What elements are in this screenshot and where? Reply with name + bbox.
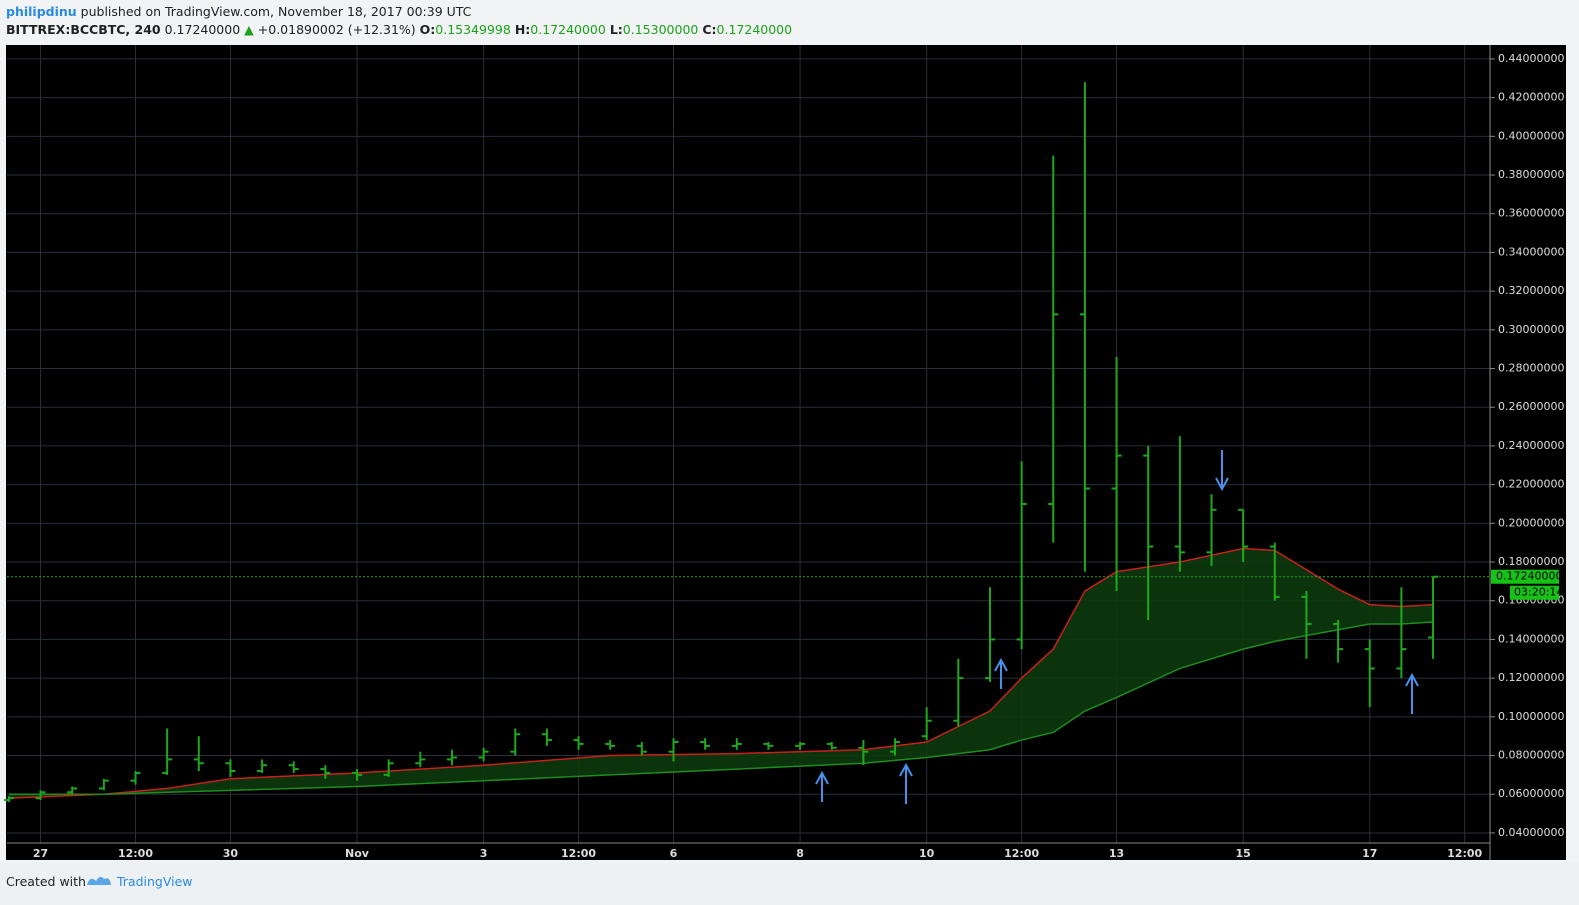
chart-bg: [6, 45, 1566, 860]
y-tick-label: 0.30000000: [1498, 323, 1564, 336]
y-tick-label: 0.42000000: [1498, 91, 1564, 104]
x-tick-label: 27: [33, 847, 48, 860]
x-tick-label: 17: [1362, 847, 1377, 860]
o: 0.15349998: [435, 22, 511, 37]
y-tick-label: 0.22000000: [1498, 478, 1564, 491]
x-tick-label: 3: [480, 847, 488, 860]
y-tick-label: 0.06000000: [1498, 787, 1564, 800]
chart: 0.04000000 0.06000000 0.08000000 0.10000000…: [3, 45, 1566, 860]
x-tick-label: 10: [919, 847, 935, 860]
l: 0.15300000: [622, 22, 699, 37]
x-tick-label: Nov: [345, 847, 370, 860]
x-tick-label: 15: [1235, 847, 1250, 860]
x-tick-label: 12:00: [561, 847, 596, 860]
cloud-fill: [8, 548, 1434, 799]
last-price-label: 0.17240000: [1496, 570, 1562, 583]
y-tick-label: 0.44000000: [1498, 52, 1564, 65]
x-tick-label: 12:00: [1447, 847, 1482, 860]
y-tick-label: 0.32000000: [1498, 284, 1564, 297]
created: Created with: [6, 874, 86, 889]
y-tick-label: 0.34000000: [1498, 245, 1564, 258]
x-tick-label: 30: [223, 847, 239, 860]
countdown-box: [1510, 585, 1559, 600]
published: published on TradingView.com, November 1…: [80, 4, 472, 19]
quote-line: BITTREX:BCCBTC, 240 0.17240000 ▲ +0.0189…: [6, 22, 793, 37]
x-tick-label: 12:00: [118, 847, 153, 860]
last-price-box: [1491, 569, 1559, 584]
footer: Created with TradingView: [0, 862, 1579, 905]
indicator-line: [8, 621, 1434, 795]
x-tick-label: 12:00: [1004, 847, 1039, 860]
y-tick-label: 0.08000000: [1498, 749, 1564, 762]
y-tick-label: 0.38000000: [1498, 168, 1564, 181]
h: 0.17240000: [530, 22, 606, 37]
y-tick-label: 0.18000000: [1498, 555, 1564, 568]
y-tick-label: 0.24000000: [1498, 439, 1564, 452]
last: 0.17240000: [164, 22, 241, 37]
y-tick-label: 0.28000000: [1498, 362, 1564, 375]
y-tick-label: 0.36000000: [1498, 207, 1564, 220]
change: +0.01890002 (+12.31%): [257, 22, 416, 37]
x-tick-label: 8: [796, 847, 804, 860]
publish-line: philipdinu published on TradingView.com,…: [6, 4, 471, 19]
y-tick-label: 0.10000000: [1498, 710, 1564, 723]
c: 0.17240000: [716, 22, 793, 37]
y-tick-label: 0.04000000: [1498, 826, 1564, 839]
symbol: BITTREX:BCCBTC, 240: [6, 22, 161, 37]
y-tick-label: 0.14000000: [1498, 632, 1564, 645]
x-tick-label: 13: [1109, 847, 1124, 860]
y-tick-label: 0.20000000: [1498, 516, 1564, 529]
author[interactable]: philipdinu: [6, 4, 77, 19]
countdown: 03:20:14: [1514, 586, 1563, 599]
logo: [87, 876, 111, 885]
brand[interactable]: TradingView: [117, 874, 193, 889]
annotations: [815, 450, 1419, 804]
y-tick-label: 0.40000000: [1498, 129, 1564, 142]
x-tick-label: 6: [670, 847, 678, 860]
o-label: O:: [419, 22, 436, 37]
y-tick-label: 0.12000000: [1498, 671, 1564, 684]
l-label: L:: [609, 22, 623, 37]
indicator-line: [8, 547, 1434, 799]
c-label: C:: [702, 22, 717, 37]
h-label: H:: [514, 22, 531, 37]
y-tick-label: 0.26000000: [1498, 400, 1564, 413]
